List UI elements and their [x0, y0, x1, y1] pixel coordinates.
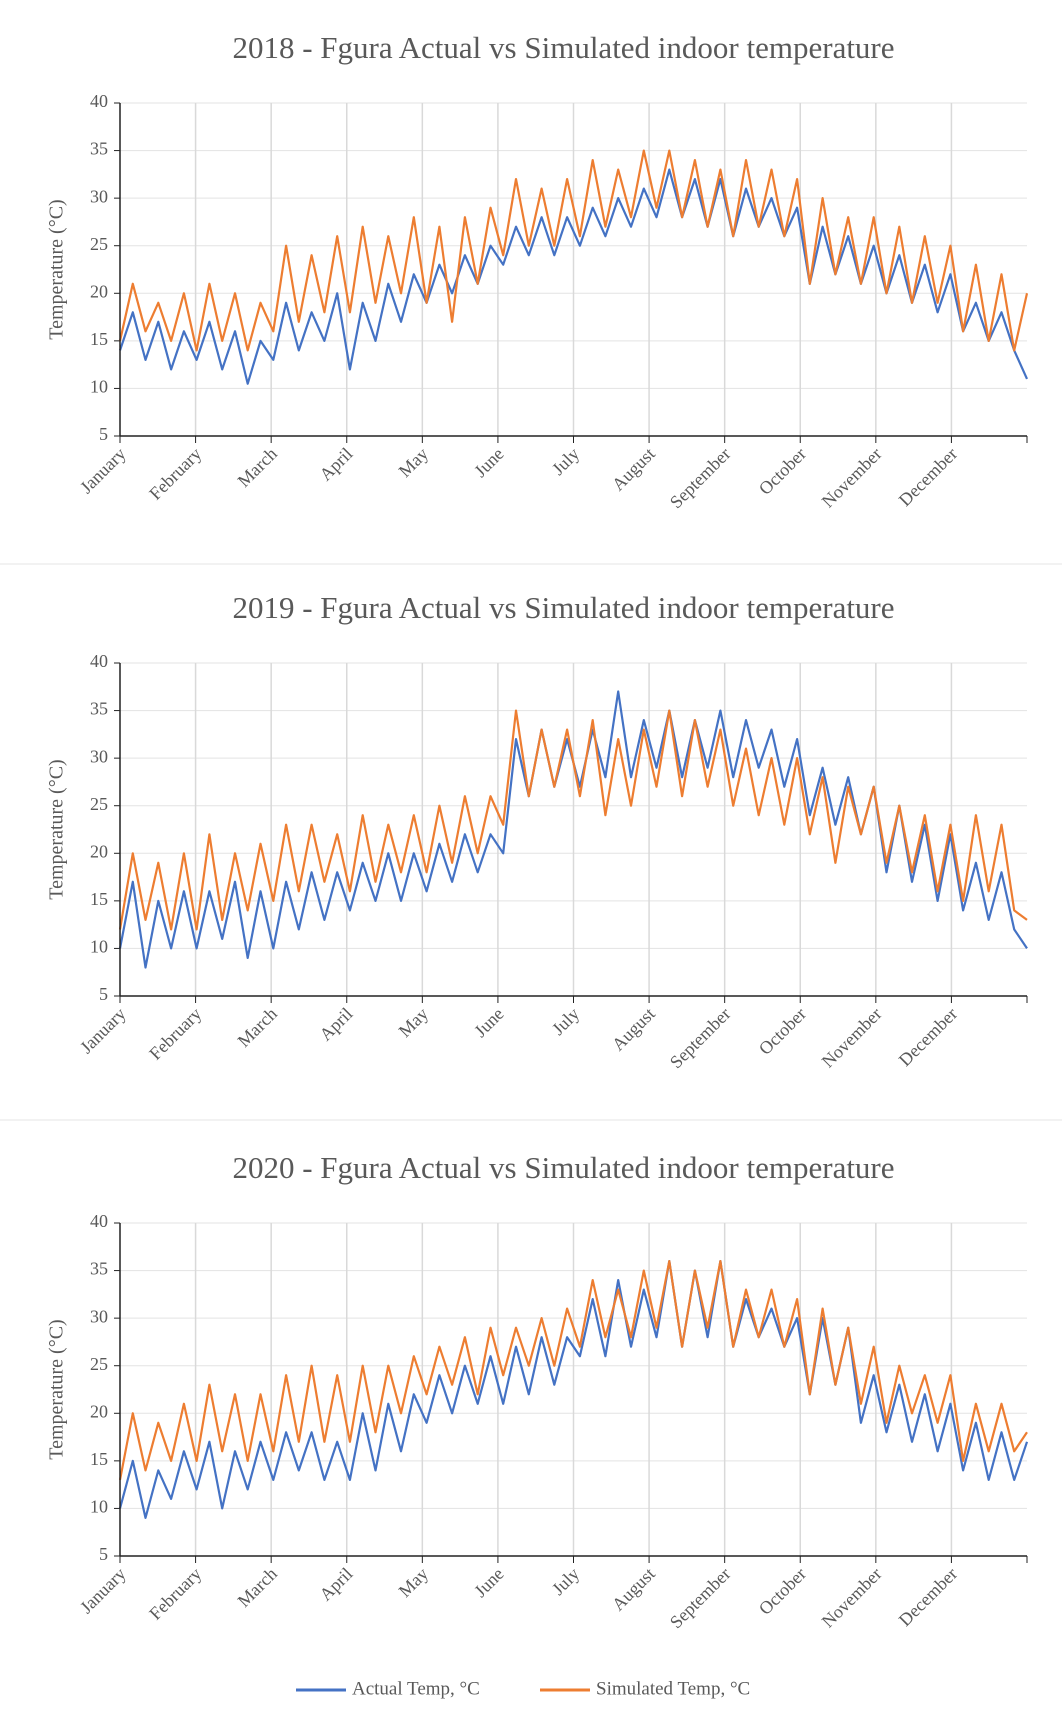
y-tick-label: 25 [90, 1354, 108, 1374]
y-tick-label: 15 [90, 889, 108, 909]
series-line [118, 168, 1029, 385]
series-line [118, 1260, 1028, 1481]
series-line [118, 149, 1029, 352]
y-tick-label: 20 [90, 1401, 108, 1421]
y-tick-label: 35 [90, 139, 108, 159]
chart-title: 2020 - Fgura Actual vs Simulated indoor … [232, 1150, 894, 1185]
y-tick-label: 5 [99, 984, 108, 1004]
y-axis-title: Temperature (°C) [46, 1319, 68, 1459]
y-tick-label: 40 [90, 651, 108, 671]
y-tick-label: 25 [90, 794, 108, 814]
y-tick-label: 40 [90, 1211, 108, 1231]
chart-title: 2018 - Fgura Actual vs Simulated indoor … [232, 30, 894, 65]
y-tick-label: 35 [90, 1259, 108, 1279]
series-line [118, 1260, 1029, 1519]
legend-label: Actual Temp, °C [352, 1678, 480, 1699]
chart-title: 2019 - Fgura Actual vs Simulated indoor … [232, 590, 894, 625]
y-axis-title: Temperature (°C) [46, 759, 68, 899]
y-axis-title: Temperature (°C) [46, 199, 68, 339]
y-tick-label: 5 [99, 424, 108, 444]
y-tick-label: 30 [90, 746, 108, 766]
y-tick-label: 10 [90, 377, 108, 397]
y-tick-label: 35 [90, 699, 108, 719]
y-tick-label: 15 [90, 1449, 108, 1469]
y-tick-label: 5 [99, 1544, 108, 1564]
series-line [118, 709, 1028, 931]
y-tick-label: 10 [90, 1497, 108, 1517]
y-tick-label: 10 [90, 937, 108, 957]
y-tick-label: 20 [90, 281, 108, 301]
y-tick-label: 30 [90, 1306, 108, 1326]
y-tick-label: 15 [90, 329, 108, 349]
y-tick-label: 40 [90, 91, 108, 111]
legend: Actual Temp, °C Simulated Temp, °C [296, 1678, 750, 1699]
y-tick-label: 25 [90, 234, 108, 254]
y-tick-label: 30 [90, 186, 108, 206]
y-tick-label: 20 [90, 841, 108, 861]
legend-label: Simulated Temp, °C [596, 1678, 750, 1699]
